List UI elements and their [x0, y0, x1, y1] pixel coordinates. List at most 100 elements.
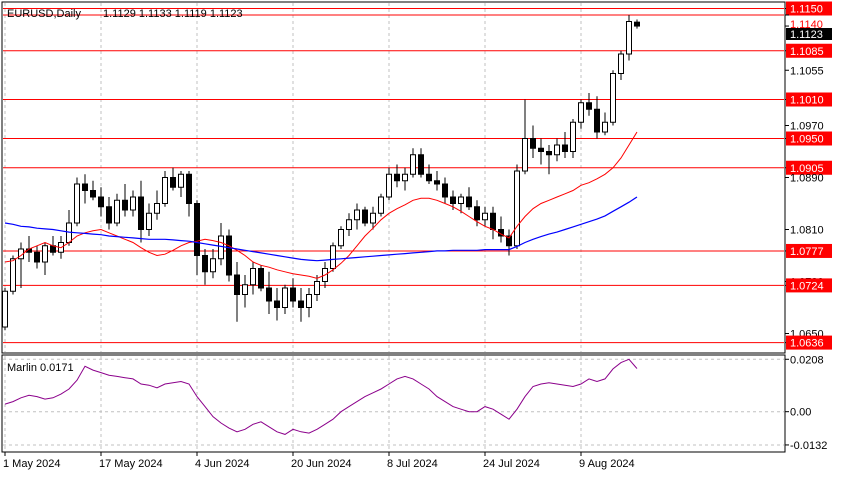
bearish-candle [418, 154, 424, 175]
bullish-candle [114, 199, 120, 224]
bullish-candle [378, 196, 384, 214]
level-price-badge [786, 160, 832, 175]
price-tick-label: 1.1055 [790, 65, 824, 77]
bearish-candle [90, 190, 96, 198]
bearish-candle [234, 274, 240, 295]
bearish-candle [450, 196, 456, 204]
level-price-badge [786, 278, 832, 293]
level-price-label: 1.0724 [790, 280, 824, 292]
bearish-candle [394, 173, 400, 182]
time-tick-label: 9 Aug 2024 [579, 458, 635, 470]
bearish-candle [490, 212, 496, 230]
bearish-candle [594, 108, 600, 133]
level-price-label: 1.1085 [790, 46, 824, 58]
bearish-candle [266, 287, 272, 302]
bullish-candle [74, 183, 80, 224]
bullish-candle [314, 281, 320, 295]
bearish-candle [634, 21, 640, 27]
bullish-candle [2, 290, 8, 328]
bullish-candle [570, 121, 576, 152]
bullish-candle [130, 196, 136, 211]
ohlc-label: 1.1129 1.1133 1.1119 1.1123 [103, 8, 243, 20]
bullish-candle [370, 212, 376, 224]
bearish-candle [290, 287, 296, 302]
bullish-candle [330, 245, 336, 269]
bullish-candle [554, 144, 560, 156]
level-price-badge [786, 92, 832, 107]
bullish-candle [458, 196, 464, 204]
bullish-candle [218, 235, 224, 260]
time-tick-label: 1 May 2024 [3, 458, 60, 470]
oscillator-value-axis: 0.0208 0.00 -0.0132 [785, 354, 827, 452]
bearish-candle [562, 144, 568, 152]
oscillator-grid [3, 356, 784, 451]
bearish-candle [466, 196, 472, 208]
bullish-candle [618, 53, 624, 74]
level-price-label: 1.1150 [790, 4, 823, 16]
bullish-candle [346, 219, 352, 230]
bearish-candle [226, 235, 232, 276]
bearish-candle [546, 151, 552, 156]
time-tick-label: 17 May 2024 [99, 458, 163, 470]
bearish-candle [170, 177, 176, 188]
level-price-badge [786, 243, 832, 258]
time-tick-label: 24 Jul 2024 [483, 458, 540, 470]
bullish-candle [626, 21, 632, 55]
bullish-candle [410, 154, 416, 175]
level-price-label: 1.0950 [790, 134, 824, 146]
price-tick-label: 1.0810 [790, 225, 824, 237]
bullish-candle [154, 203, 160, 214]
bearish-candle [122, 199, 128, 211]
bearish-candle [530, 138, 536, 149]
bearish-candle [434, 180, 440, 185]
candlesticks [2, 15, 640, 331]
oscillator-tick-label: -0.0132 [790, 440, 827, 452]
bullish-candle [402, 173, 408, 182]
time-tick-label: 4 Jun 2024 [195, 458, 249, 470]
bullish-candle [578, 102, 584, 123]
bullish-candle [242, 284, 248, 295]
price-tick-label: 1.0970 [790, 121, 824, 133]
bullish-candle [602, 121, 608, 133]
bearish-candle [186, 173, 192, 204]
oscillator-panel-frame [1, 354, 786, 453]
bearish-candle [442, 183, 448, 198]
time-tick-label: 20 Jun 2024 [291, 458, 352, 470]
level-price-badge [786, 1, 832, 16]
bearish-candle [506, 235, 512, 247]
bearish-candle [194, 203, 200, 256]
horizontal-levels[interactable] [3, 8, 784, 344]
bearish-candle [426, 173, 432, 182]
bearish-candle [474, 206, 480, 221]
bullish-candle [178, 173, 184, 188]
bearish-candle [98, 196, 104, 208]
bullish-candle [42, 245, 48, 263]
bearish-candle [106, 206, 112, 224]
bullish-candle [338, 229, 344, 247]
bearish-candle [34, 251, 40, 263]
time-axis: 1 May 2024 17 May 2024 4 Jun 2024 20 Jun 20… [3, 452, 635, 470]
bullish-candle [146, 212, 152, 230]
level-price-badge [786, 335, 832, 350]
oscillator-tick-label: 0.0208 [790, 354, 824, 366]
bearish-candle [82, 183, 88, 191]
bullish-candle [282, 287, 288, 308]
level-price-label: 1.1010 [790, 95, 824, 107]
bullish-candle [210, 258, 216, 273]
level-price-label: 1.0636 [790, 338, 824, 350]
slow-moving-average-line [4, 196, 638, 262]
bullish-candle [250, 268, 256, 286]
bearish-candle [362, 209, 368, 224]
bullish-candle [354, 209, 360, 221]
marlin-oscillator-line [4, 358, 638, 435]
bearish-candle [538, 147, 544, 152]
symbol-label: EURUSD,Daily [7, 8, 81, 20]
bullish-candle [10, 258, 16, 292]
level-price-badge [786, 131, 832, 146]
price-tick-label: 1.0890 [790, 173, 824, 185]
bullish-candle [610, 73, 616, 123]
bullish-candle [306, 294, 312, 308]
